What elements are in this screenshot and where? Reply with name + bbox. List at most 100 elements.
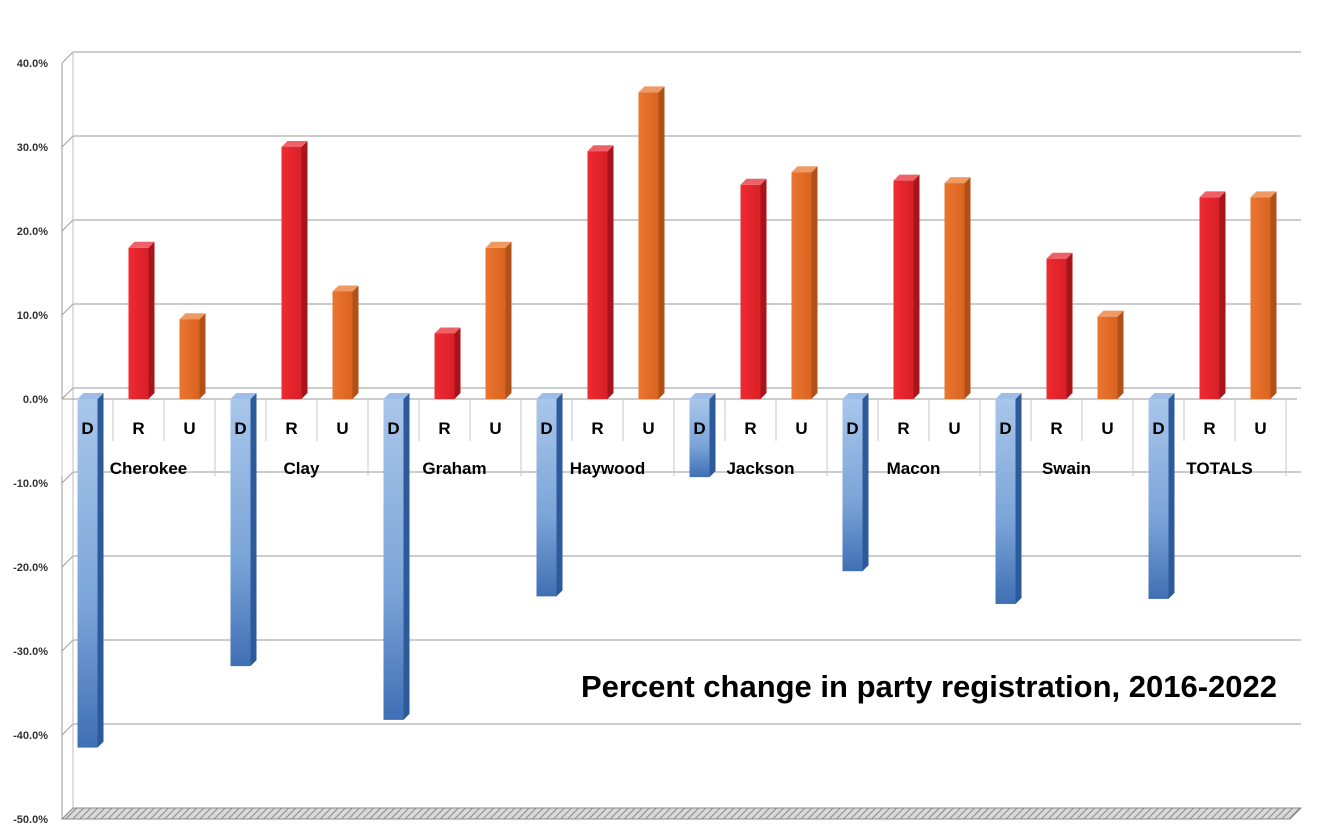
bar-top bbox=[1148, 393, 1175, 399]
bar-side bbox=[454, 327, 461, 399]
gridline-depth bbox=[61, 471, 74, 484]
bar-front bbox=[383, 399, 404, 720]
bar-front bbox=[638, 92, 659, 400]
bar-jackson-D bbox=[689, 393, 716, 478]
gridlines: 40.0% 30.0% 20.0% 10.0% 0.0% -10.0% -20.0% -30.… bbox=[13, 51, 1301, 826]
bar-top bbox=[128, 241, 155, 248]
party-label-R: R bbox=[132, 419, 144, 438]
bar-front bbox=[1199, 197, 1220, 399]
bar-graham-R bbox=[434, 327, 461, 399]
gridline-depth bbox=[61, 387, 74, 400]
bar-side bbox=[760, 178, 767, 399]
bar-top bbox=[281, 141, 308, 147]
y-tick-label: -20.0% bbox=[13, 562, 48, 574]
bar-clay-U bbox=[332, 285, 359, 399]
bars bbox=[77, 86, 1277, 748]
floor-plane bbox=[60, 807, 1303, 820]
bar-side bbox=[97, 393, 104, 748]
gridline-depth bbox=[61, 51, 74, 64]
bar-swain-U bbox=[1097, 310, 1124, 399]
party-label-R: R bbox=[1050, 419, 1062, 438]
y-tick-label: -10.0% bbox=[13, 478, 48, 490]
bar-haywood-D bbox=[536, 393, 563, 597]
bar-front bbox=[281, 147, 302, 399]
bar-side bbox=[964, 177, 971, 399]
gridline-depth bbox=[61, 303, 74, 316]
bar-front bbox=[587, 151, 608, 399]
bar-top bbox=[536, 393, 563, 399]
bar-clay-D bbox=[230, 393, 257, 667]
bar-front bbox=[128, 247, 149, 399]
bar-macon-D bbox=[842, 393, 869, 572]
bar-top bbox=[1046, 252, 1073, 259]
chart-title: Percent change in party registration, 20… bbox=[581, 669, 1277, 704]
bar-swain-D bbox=[995, 393, 1022, 604]
county-label: Macon bbox=[887, 459, 941, 478]
bar-jackson-U bbox=[791, 166, 818, 399]
bar-front bbox=[77, 399, 98, 748]
bar-side bbox=[1270, 191, 1277, 399]
bar-graham-U bbox=[485, 241, 512, 399]
bar-side bbox=[148, 241, 155, 399]
bar-front bbox=[995, 399, 1016, 604]
party-label-D: D bbox=[999, 419, 1011, 438]
bar-totals-U bbox=[1250, 191, 1277, 399]
party-label-D: D bbox=[387, 419, 399, 438]
bar-clay-R bbox=[281, 141, 308, 399]
bar-haywood-U bbox=[638, 86, 665, 400]
bar-top bbox=[332, 285, 359, 292]
bar-jackson-R bbox=[740, 178, 767, 399]
bar-front bbox=[944, 183, 965, 399]
bar-side bbox=[556, 393, 563, 597]
y-tick-label: 0.0% bbox=[23, 394, 48, 406]
bar-side bbox=[811, 166, 818, 399]
bar-top bbox=[434, 327, 461, 334]
bar-cherokee-R bbox=[128, 241, 155, 399]
bar-front bbox=[893, 180, 914, 399]
bar-front bbox=[689, 399, 710, 478]
party-label-R: R bbox=[744, 419, 756, 438]
bar-top bbox=[587, 145, 614, 152]
bar-top bbox=[230, 393, 257, 399]
party-label-U: U bbox=[183, 419, 195, 438]
bar-side bbox=[862, 393, 869, 572]
y-tick-label: 20.0% bbox=[17, 226, 48, 238]
county-label: Jackson bbox=[726, 459, 794, 478]
county-label: Graham bbox=[422, 459, 486, 478]
bar-front bbox=[179, 319, 200, 399]
bar-side bbox=[1168, 393, 1175, 599]
bar-side bbox=[658, 86, 665, 400]
gridline-depth bbox=[61, 135, 74, 148]
bar-front bbox=[791, 172, 812, 399]
gridline-depth bbox=[61, 723, 74, 736]
bar-top bbox=[893, 174, 920, 181]
county-label: Haywood bbox=[570, 459, 646, 478]
bar-top bbox=[638, 86, 665, 93]
chart-floor bbox=[60, 807, 1303, 820]
bar-side bbox=[1219, 191, 1226, 399]
party-label-U: U bbox=[1101, 419, 1113, 438]
party-label-D: D bbox=[693, 419, 705, 438]
party-label-R: R bbox=[438, 419, 450, 438]
bar-side bbox=[607, 145, 614, 399]
bar-side bbox=[709, 393, 716, 478]
county-label: Cherokee bbox=[110, 459, 187, 478]
bar-side bbox=[505, 241, 512, 399]
bar-side bbox=[913, 174, 920, 399]
bar-haywood-R bbox=[587, 145, 614, 399]
y-tick-label: -50.0% bbox=[13, 814, 48, 826]
y-tick-label: 30.0% bbox=[17, 142, 48, 154]
bar-side bbox=[352, 285, 359, 399]
y-tick-label: -30.0% bbox=[13, 646, 48, 658]
bar-front bbox=[740, 184, 761, 399]
bar-front bbox=[1046, 258, 1067, 399]
party-label-U: U bbox=[489, 419, 501, 438]
bar-totals-D bbox=[1148, 393, 1175, 599]
gridline-depth bbox=[61, 555, 74, 568]
bar-top bbox=[791, 166, 818, 173]
bar-top bbox=[689, 393, 716, 399]
party-label-U: U bbox=[1254, 419, 1266, 438]
gridline-depth bbox=[61, 639, 74, 652]
bar-top bbox=[1199, 191, 1226, 198]
bar-macon-U bbox=[944, 177, 971, 399]
